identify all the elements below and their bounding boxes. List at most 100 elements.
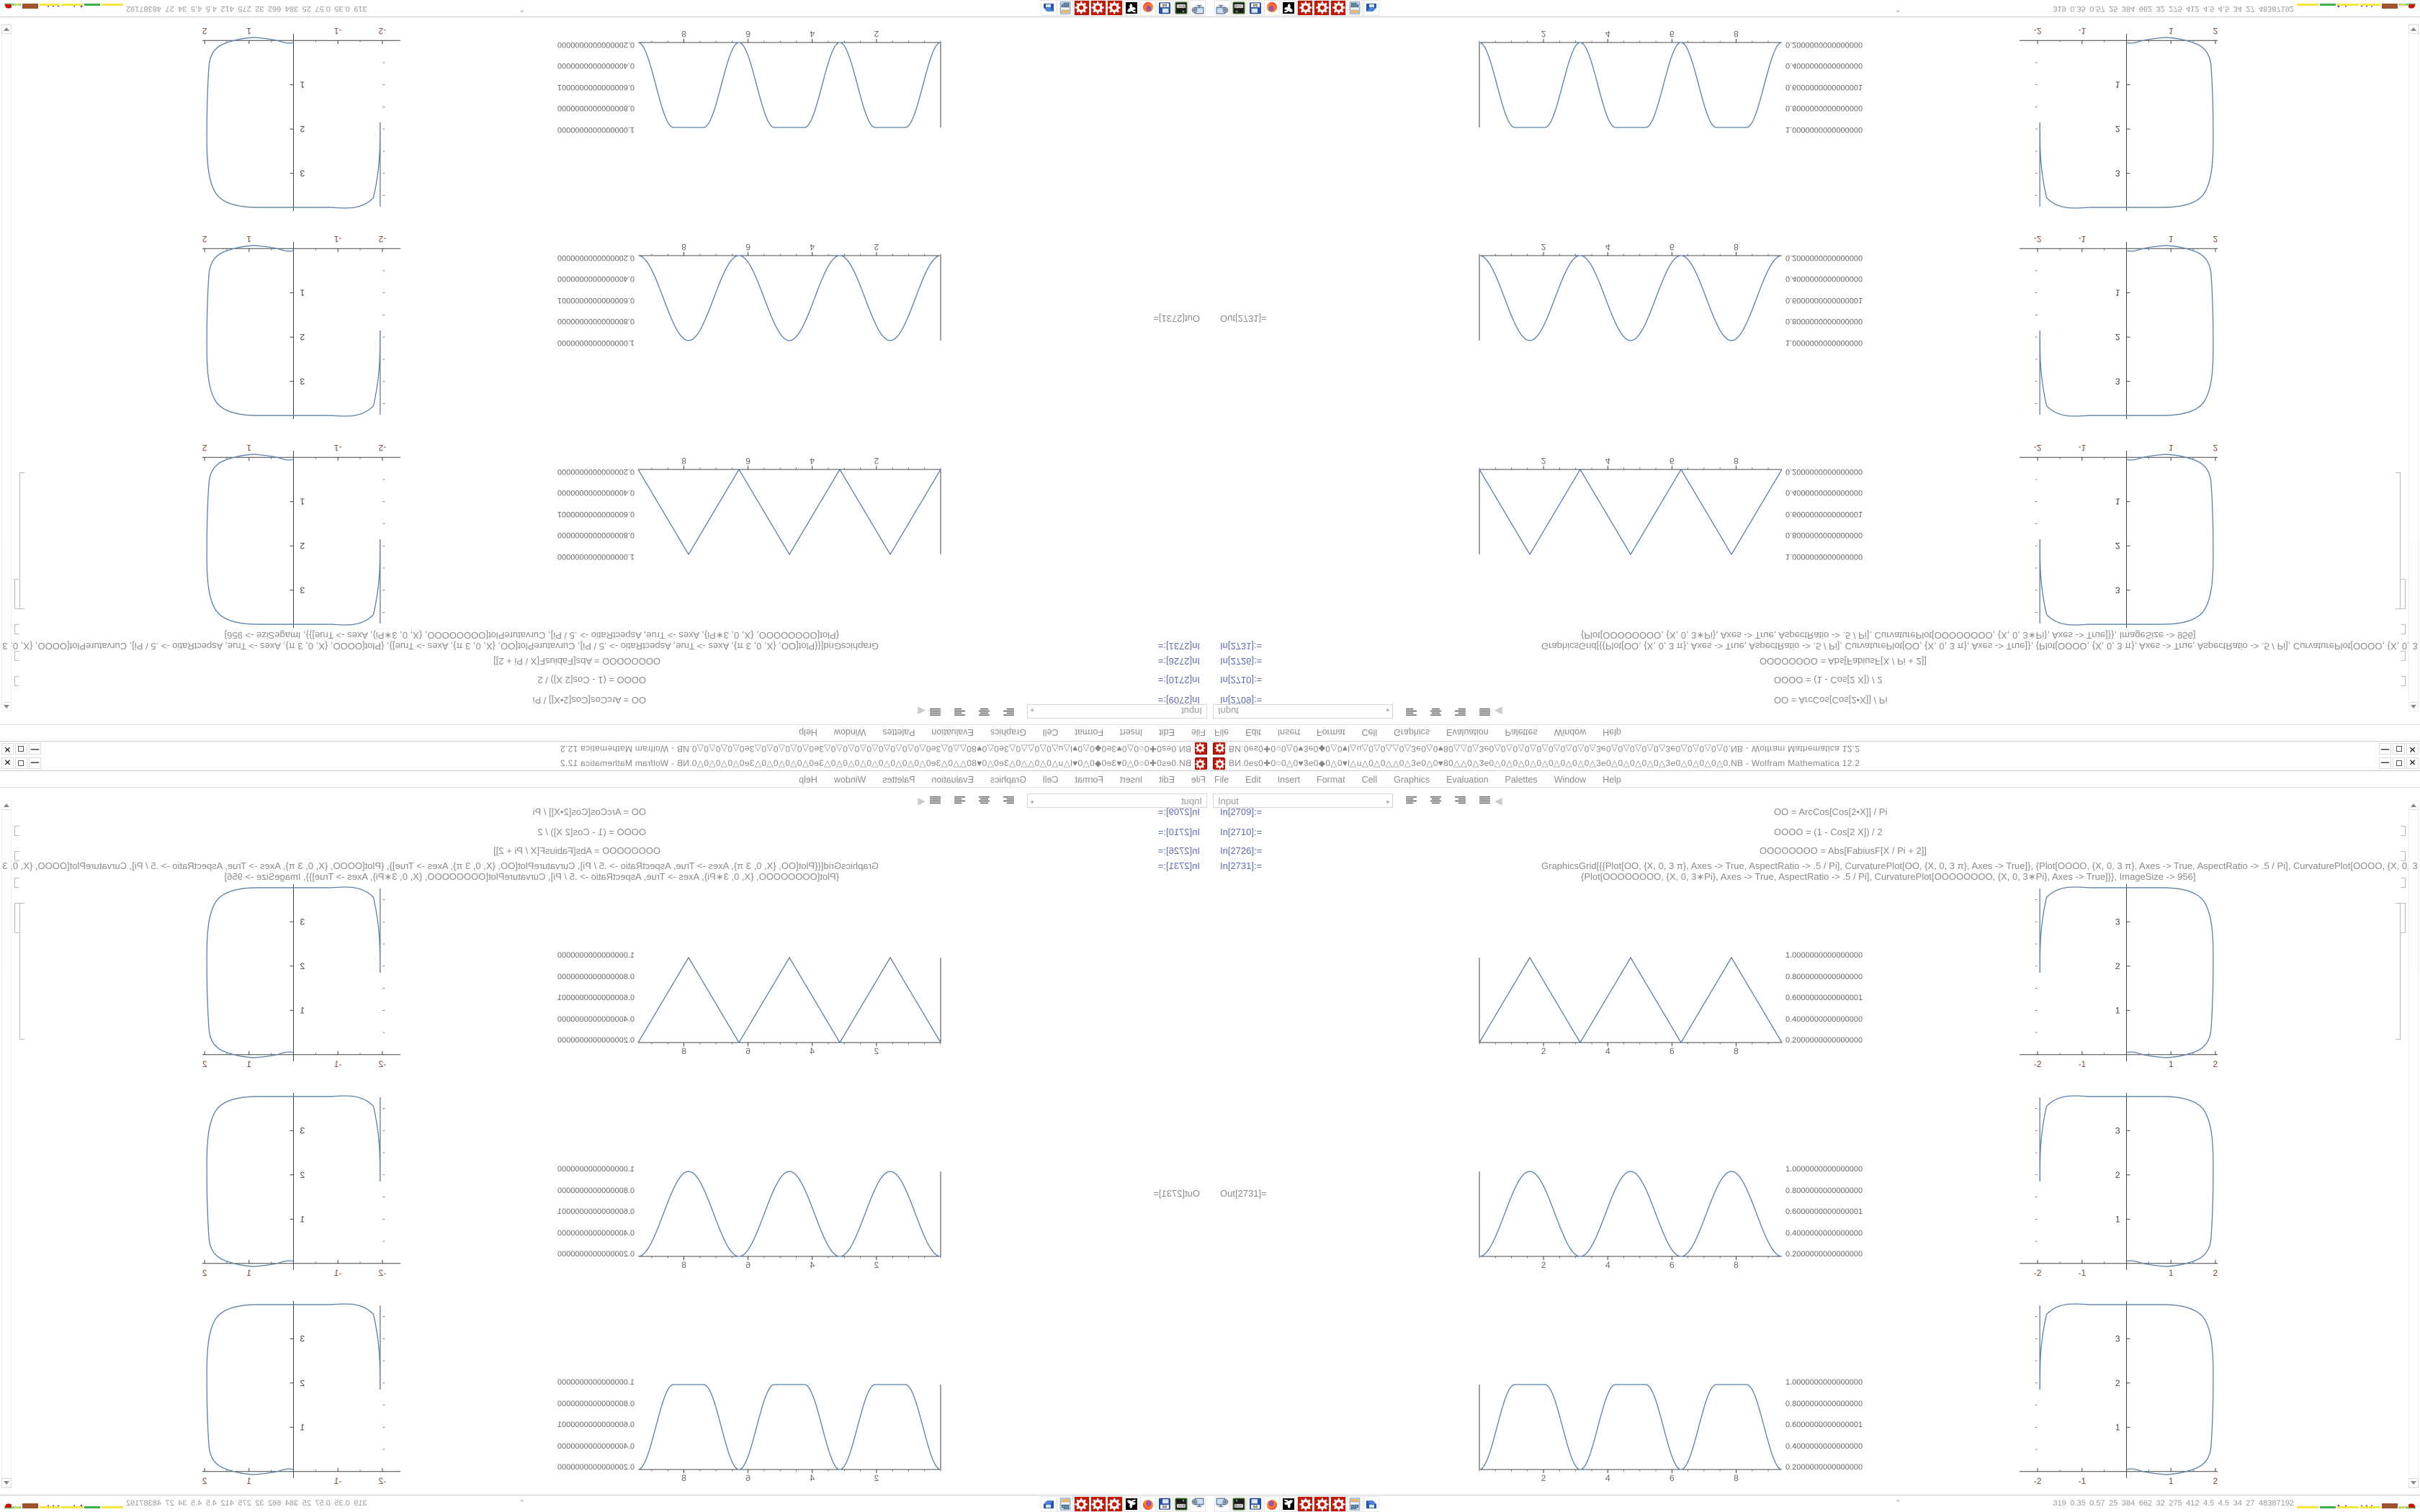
svg-text:2: 2 (300, 124, 305, 134)
svg-text:1: 1 (2169, 234, 2174, 244)
svg-text:2: 2 (2115, 1170, 2120, 1180)
svg-text:8: 8 (1734, 1046, 1739, 1056)
svg-text:1: 1 (2115, 497, 2120, 507)
svg-text:64: 64 (1253, 2, 1258, 6)
svg-text:2: 2 (300, 1378, 305, 1388)
svg-text:2: 2 (2115, 124, 2120, 134)
svg-text:-2: -2 (2034, 26, 2042, 36)
svg-text:-1: -1 (334, 443, 342, 453)
svg-text:2: 2 (874, 1473, 879, 1483)
svg-text:2: 2 (300, 332, 305, 342)
svg-text:3: 3 (2115, 1125, 2120, 1135)
svg-text:-2: -2 (378, 1059, 386, 1069)
svg-text:1: 1 (300, 1005, 305, 1015)
svg-text:4: 4 (810, 456, 815, 466)
svg-text:2: 2 (202, 1059, 207, 1069)
svg-text:-1: -1 (334, 1268, 342, 1278)
svg-text:2: 2 (1541, 29, 1546, 39)
svg-text:2: 2 (202, 443, 207, 453)
svg-text:2: 2 (2115, 541, 2120, 551)
svg-text:1: 1 (246, 234, 251, 244)
svg-text:-2: -2 (2034, 1268, 2042, 1278)
svg-text:2: 2 (874, 242, 879, 252)
svg-text:3: 3 (2115, 585, 2120, 595)
svg-text:1: 1 (300, 1214, 305, 1224)
svg-text:2: 2 (874, 29, 879, 39)
svg-text:-2: -2 (378, 443, 386, 453)
svg-text:8: 8 (681, 1473, 686, 1483)
svg-text:-1: -1 (334, 1476, 342, 1486)
svg-text:1: 1 (2169, 1059, 2174, 1069)
svg-text:1: 1 (2115, 1422, 2120, 1432)
svg-text:3: 3 (300, 1125, 305, 1135)
svg-text:2: 2 (1541, 1046, 1546, 1056)
svg-text:2: 2 (874, 1046, 879, 1056)
svg-text:2: 2 (300, 541, 305, 551)
svg-text:1: 1 (2115, 1214, 2120, 1224)
svg-text:-2: -2 (2034, 1059, 2042, 1069)
svg-text:1: 1 (2169, 1268, 2174, 1278)
svg-text:8: 8 (1734, 456, 1739, 466)
svg-text:1: 1 (300, 288, 305, 298)
svg-text:-1: -1 (2078, 234, 2086, 244)
svg-text:6: 6 (1670, 1260, 1675, 1270)
svg-text:8: 8 (1734, 242, 1739, 252)
svg-text:4: 4 (810, 29, 815, 39)
svg-text:1: 1 (2169, 1476, 2174, 1486)
svg-text:2: 2 (300, 1170, 305, 1180)
svg-text:-1: -1 (2078, 1476, 2086, 1486)
svg-text:4: 4 (810, 1260, 815, 1270)
svg-text:6: 6 (1670, 456, 1675, 466)
svg-text:2: 2 (1541, 242, 1546, 252)
svg-text:1: 1 (2115, 288, 2120, 298)
svg-text:2: 2 (2115, 332, 2120, 342)
svg-text:8: 8 (681, 1260, 686, 1270)
svg-text:8: 8 (1734, 29, 1739, 39)
svg-text:6: 6 (1670, 29, 1675, 39)
svg-text:2: 2 (2213, 1268, 2218, 1278)
svg-text:64: 64 (1162, 2, 1167, 6)
svg-text:6: 6 (1670, 1046, 1675, 1056)
svg-text:3: 3 (300, 1333, 305, 1344)
svg-text:2: 2 (300, 961, 305, 971)
svg-text:2: 2 (202, 1476, 207, 1486)
svg-text:3: 3 (300, 917, 305, 927)
svg-text:-1: -1 (2078, 26, 2086, 36)
svg-text:1: 1 (300, 1422, 305, 1432)
svg-text:-1: -1 (2078, 443, 2086, 453)
svg-text:2: 2 (2213, 26, 2218, 36)
svg-text:-1: -1 (2078, 1059, 2086, 1069)
svg-text:3: 3 (2115, 1333, 2120, 1344)
svg-text:2: 2 (202, 1268, 207, 1278)
svg-text:2: 2 (1541, 456, 1546, 466)
svg-text:3: 3 (300, 585, 305, 595)
svg-text:6: 6 (745, 1046, 750, 1056)
svg-text:2: 2 (2213, 443, 2218, 453)
svg-text:6: 6 (745, 29, 750, 39)
svg-text:1: 1 (246, 443, 251, 453)
svg-text:8: 8 (1734, 1260, 1739, 1270)
svg-text:2: 2 (202, 26, 207, 36)
svg-text:-1: -1 (2078, 1268, 2086, 1278)
svg-text:2: 2 (202, 234, 207, 244)
svg-text:6: 6 (745, 1473, 750, 1483)
svg-text:1: 1 (246, 1268, 251, 1278)
svg-text:3: 3 (2115, 917, 2120, 927)
svg-text:-2: -2 (378, 1476, 386, 1486)
svg-text:8: 8 (681, 29, 686, 39)
svg-text:1: 1 (2115, 1005, 2120, 1015)
svg-text:2: 2 (2213, 1476, 2218, 1486)
svg-text:6: 6 (745, 242, 750, 252)
svg-text:1: 1 (246, 1059, 251, 1069)
svg-text:2: 2 (2213, 1059, 2218, 1069)
svg-text:6: 6 (1670, 1473, 1675, 1483)
svg-text:64: 64 (1253, 1506, 1258, 1510)
svg-text:4: 4 (1605, 29, 1610, 39)
svg-text:-1: -1 (334, 26, 342, 36)
svg-text:4: 4 (1605, 242, 1610, 252)
svg-text:6: 6 (745, 456, 750, 466)
svg-text:2: 2 (2115, 961, 2120, 971)
svg-text:4: 4 (1605, 456, 1610, 466)
svg-text:8: 8 (681, 1046, 686, 1056)
svg-text:-2: -2 (2034, 1476, 2042, 1486)
